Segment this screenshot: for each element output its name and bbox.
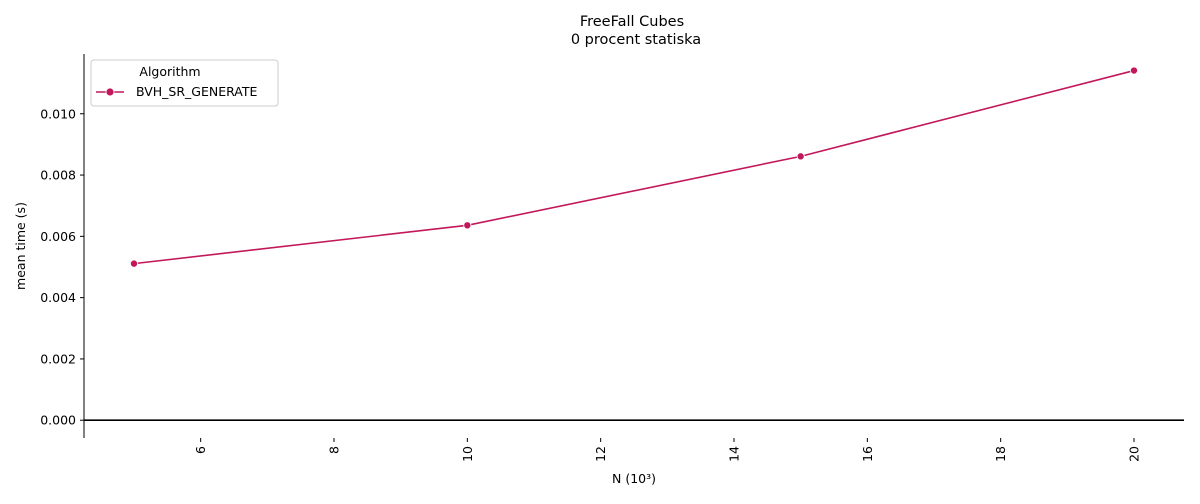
series-line [133,69,1135,265]
data-point [796,152,805,161]
x-tick-label: 14 [727,446,742,462]
y-tick-label: 0.004 [40,290,76,305]
y-axis-label: mean time (s) [13,202,28,290]
x-tick-label: 16 [860,446,875,462]
data-point [463,221,472,230]
x-axis-label: N (10³) [612,471,656,486]
data-point [1130,66,1139,75]
y-tick-label: 0.008 [40,168,76,183]
data-point [129,259,138,268]
chart-title: FreeFall Cubes [580,14,684,30]
legend: Algorithm BVH_SR_GENERATE [90,59,279,107]
x-tick-label: 6 [193,446,208,454]
y-tick-label: 0.000 [40,413,76,428]
x-tick-label: 8 [327,446,342,454]
legend-entry-label: BVH_SR_GENERATE [136,84,257,99]
chart-subtitle: 0 procent statiska [571,32,701,48]
x-tick-label: 12 [593,446,608,462]
y-tick-label: 0.010 [40,106,76,121]
legend-title: Algorithm [139,64,200,79]
x-tick-label: 18 [993,446,1008,462]
legend-marker-swatch [105,87,115,97]
legend-box [90,59,279,107]
y-tick-label: 0.002 [40,351,76,366]
y-tick-label: 0.006 [40,229,76,244]
x-tick-label: 20 [1127,446,1142,462]
x-tick-label: 10 [460,446,475,462]
